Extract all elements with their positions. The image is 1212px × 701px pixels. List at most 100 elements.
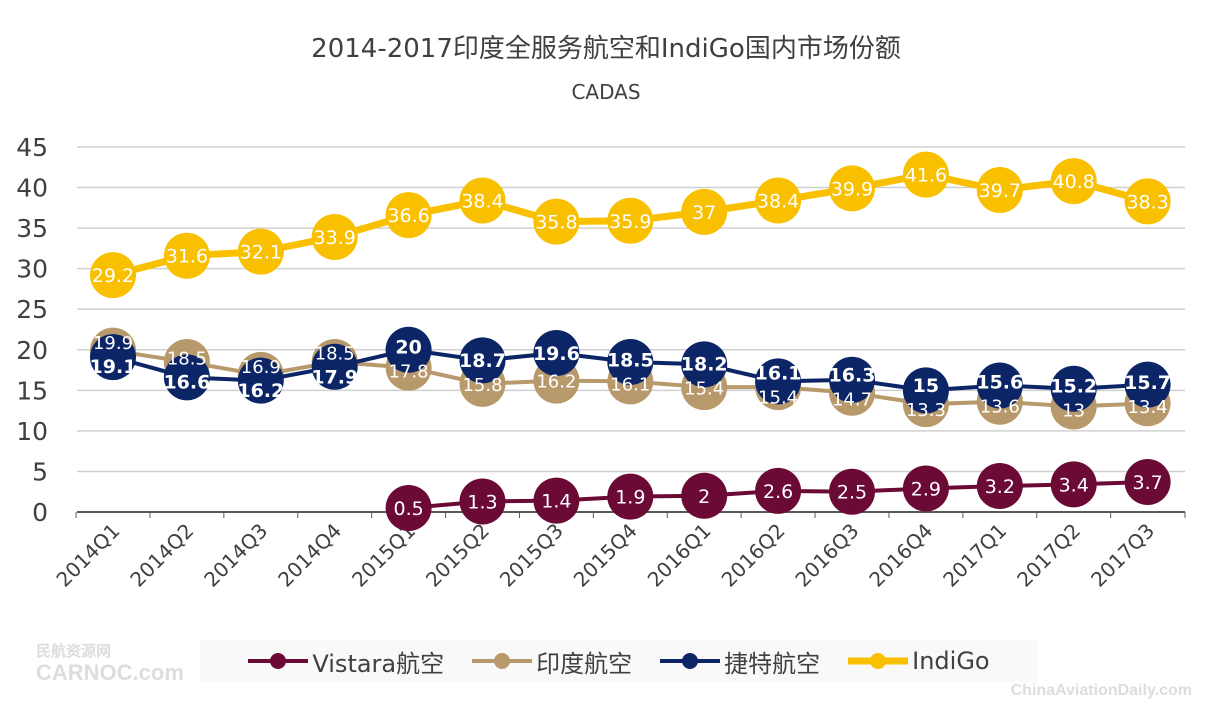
- data-point: [976, 362, 1023, 409]
- data-point: [237, 228, 284, 275]
- x-tick-label: 2014Q4: [273, 519, 346, 592]
- data-point: [533, 330, 580, 377]
- legend-marker-icon: [248, 653, 309, 669]
- data-point: [902, 465, 949, 512]
- watermark-carnoc-url: CARNOC.com: [36, 660, 184, 685]
- data-point: [1124, 178, 1171, 225]
- data-label: 40.8: [1053, 171, 1095, 193]
- data-label: 29.2: [92, 265, 134, 287]
- x-tick-label: 2017Q3: [1086, 519, 1159, 592]
- y-tick-label: 0: [32, 498, 48, 527]
- data-label: 31.6: [166, 246, 208, 268]
- data-point: [1124, 458, 1171, 505]
- legend-label: 捷特航空: [724, 649, 821, 678]
- x-tick-label: 2017Q2: [1012, 519, 1085, 592]
- data-label: 3.2: [985, 476, 1015, 498]
- data-point: [607, 473, 654, 520]
- x-tick-label: 2015Q3: [495, 519, 568, 592]
- data-label: 13.3: [906, 400, 946, 421]
- x-tick-label: 2016Q1: [643, 519, 716, 592]
- data-label: 15.2: [1050, 376, 1097, 398]
- data-point: [163, 232, 210, 279]
- data-label: 41.6: [905, 165, 947, 187]
- data-label: 15: [913, 375, 939, 397]
- data-point: [976, 166, 1023, 213]
- data-label: 1.4: [541, 491, 571, 513]
- data-label: 32.1: [240, 242, 282, 264]
- data-point: [829, 165, 875, 212]
- data-point: [902, 151, 949, 198]
- data-point: [1050, 158, 1097, 205]
- data-point: [533, 198, 580, 245]
- data-point: [755, 467, 802, 514]
- data-label: 18.7: [459, 350, 506, 372]
- watermark-cad: ChinaAviationDaily.com: [1010, 682, 1192, 699]
- data-label: 39.9: [831, 178, 873, 200]
- x-tick-label: 2014Q3: [199, 519, 272, 592]
- data-point: [459, 478, 506, 525]
- data-point: [829, 468, 875, 515]
- y-tick-label: 30: [16, 255, 48, 284]
- data-point: [829, 356, 875, 403]
- data-label: 19.6: [533, 343, 580, 365]
- x-tick-label: 2014Q1: [51, 519, 124, 592]
- legend-item: IndiGo: [848, 647, 990, 675]
- data-label: 18.5: [315, 343, 355, 364]
- data-point: [1050, 461, 1097, 508]
- data-point: [681, 188, 728, 235]
- x-tick-label: 2016Q2: [717, 519, 790, 592]
- data-label: 16.1: [755, 362, 802, 384]
- y-tick-label: 10: [16, 417, 48, 446]
- data-label: 0.5: [393, 498, 423, 520]
- data-label: 13.4: [1128, 397, 1168, 418]
- y-tick-label: 40: [16, 174, 48, 203]
- legend-label: Vistara航空: [312, 649, 445, 678]
- data-point: [976, 463, 1023, 510]
- data-label: 3.4: [1059, 474, 1089, 496]
- data-label: 16.6: [163, 372, 210, 394]
- data-label: 20: [395, 337, 421, 359]
- data-point: [385, 192, 432, 239]
- data-point: [902, 367, 949, 414]
- legend-item: Vistara航空: [248, 644, 444, 679]
- data-label: 18.5: [607, 350, 654, 372]
- x-tick-label: 2015Q4: [569, 519, 642, 592]
- data-label: 35.8: [535, 212, 577, 234]
- legend-item: 印度航空: [472, 644, 632, 679]
- data-point: [681, 472, 728, 519]
- legend-marker-icon: [848, 653, 909, 669]
- chart-title: 2014-2017印度全服务航空和IndiGo国内市场份额: [311, 34, 901, 64]
- data-label: 15.4: [758, 387, 798, 408]
- data-point: [607, 338, 654, 385]
- data-label: 38.4: [757, 191, 799, 213]
- data-label: 38.3: [1126, 191, 1168, 213]
- y-tick-label: 25: [16, 295, 48, 324]
- data-label: 39.7: [979, 180, 1021, 202]
- data-point: [1050, 365, 1097, 412]
- y-tick-label: 45: [16, 133, 48, 162]
- legend-label: IndiGo: [912, 647, 990, 675]
- data-label: 15.8: [462, 375, 502, 396]
- data-label: 13.6: [980, 397, 1020, 418]
- data-label: 16.9: [241, 357, 281, 378]
- x-tick-label: 2017Q1: [938, 519, 1011, 592]
- legend: Vistara航空 印度航空 捷特航空 IndiGo: [200, 640, 1038, 682]
- data-label: 16.2: [237, 380, 284, 402]
- legend-item: 捷特航空: [660, 644, 820, 679]
- data-label: 13: [1062, 401, 1085, 422]
- data-label: 2.5: [837, 482, 867, 504]
- data-label: 35.9: [609, 211, 651, 233]
- data-label: 16.2: [536, 372, 576, 393]
- data-point: [755, 358, 802, 405]
- data-point: [385, 484, 432, 531]
- chart-subtitle: CADAS: [571, 80, 641, 104]
- x-tick-label: 2014Q2: [125, 519, 198, 592]
- data-point: [755, 177, 802, 224]
- data-label: 16.1: [610, 375, 650, 396]
- x-tick-label: 2016Q3: [790, 519, 863, 592]
- data-label: 15.7: [1124, 372, 1171, 394]
- y-tick-label: 15: [16, 376, 48, 405]
- data-point: [681, 341, 728, 388]
- data-label: 1.9: [615, 487, 645, 509]
